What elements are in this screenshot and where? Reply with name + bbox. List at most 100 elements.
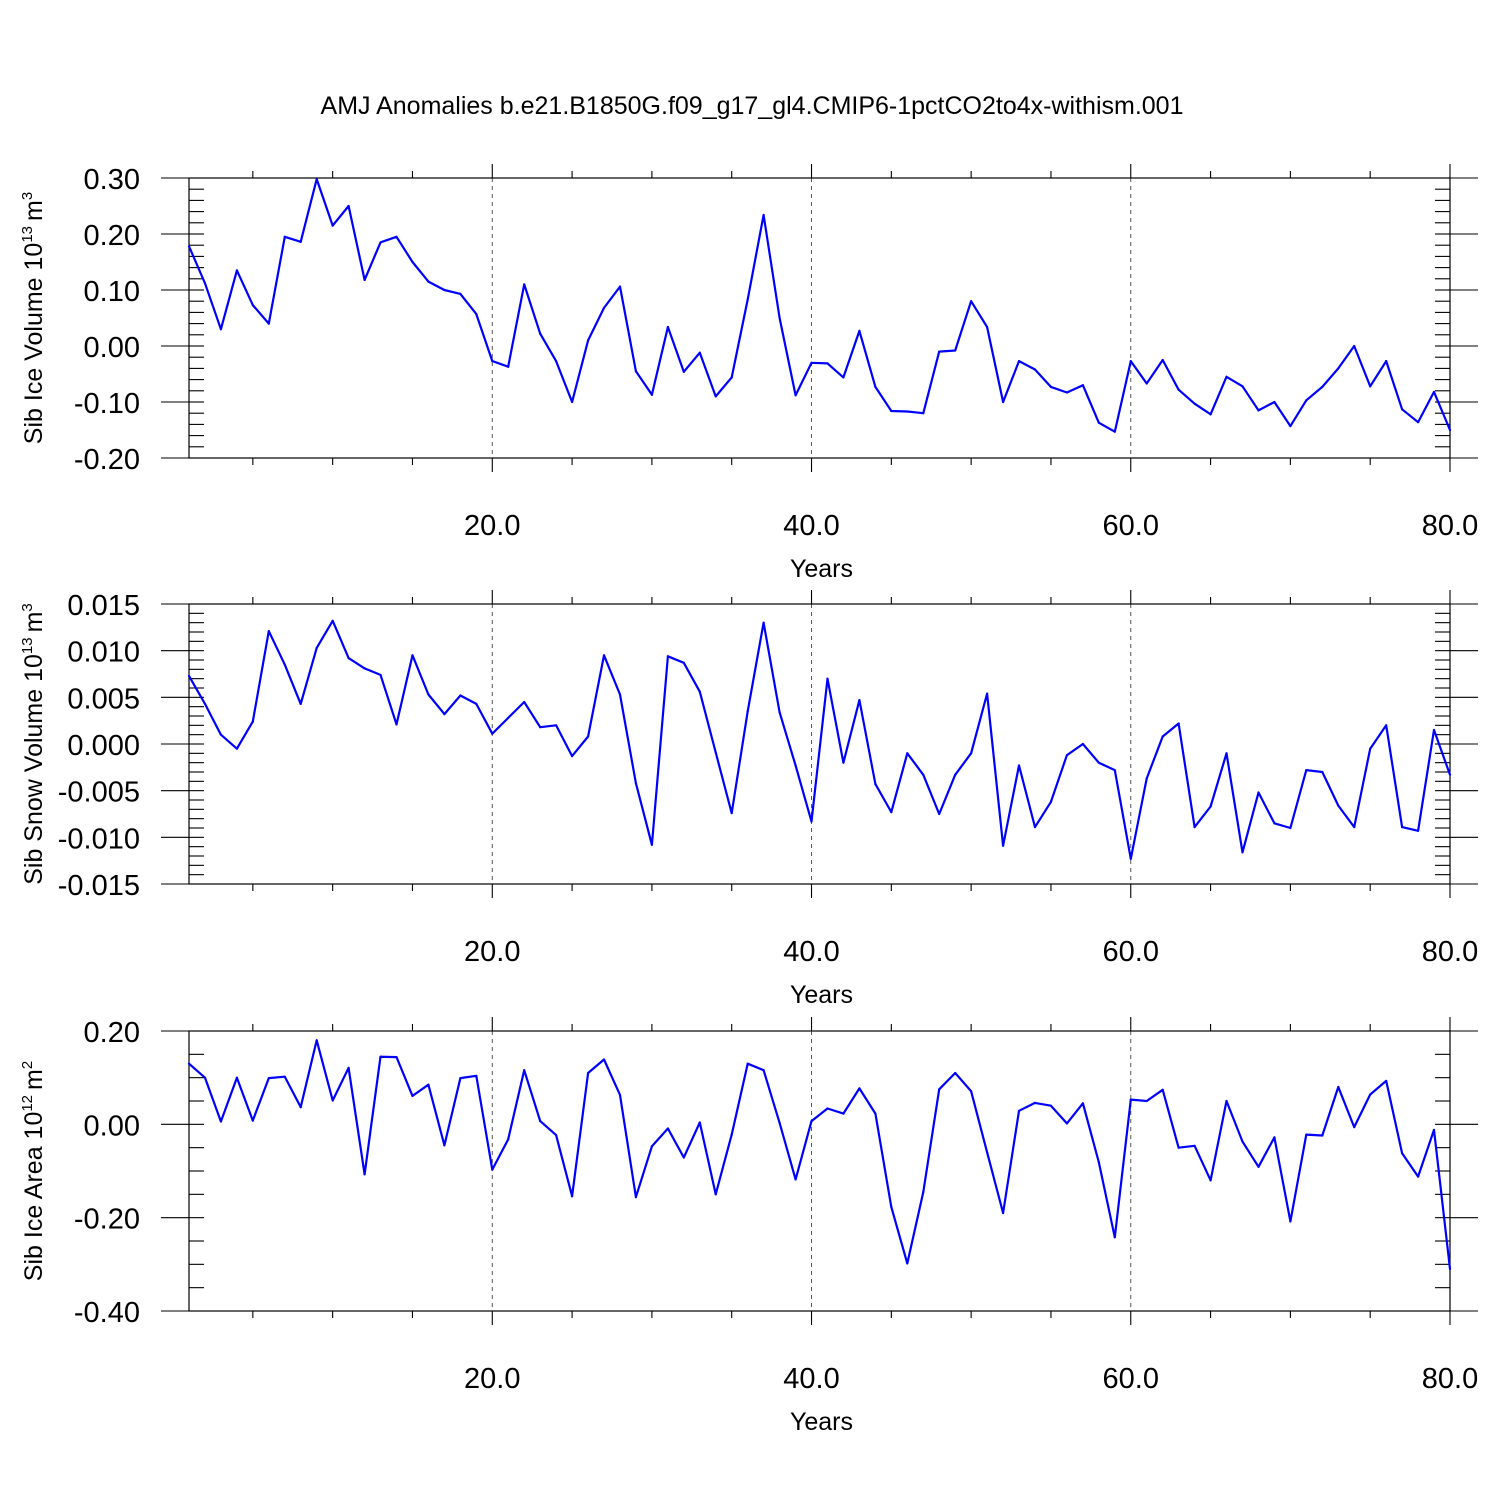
- chart1-series-0-point-44: [890, 811, 893, 814]
- chart0-series-0-point-1: [203, 282, 207, 285]
- chart1-ytick-label-6: -0.015: [58, 870, 140, 902]
- chart2-series-0-line: [188, 1039, 1452, 1270]
- chart2-series-0-point-65: [1225, 1099, 1228, 1103]
- chart0-series-0-point-31: [682, 370, 685, 373]
- chart2-ytick-label-0: 0.20: [84, 1017, 140, 1049]
- chart0-xtick-label-2: 60.0: [1103, 510, 1159, 542]
- chart0-series-0-point-57: [1097, 421, 1100, 424]
- chart2-ylabel-text: Sib Ice Area 10: [20, 1112, 48, 1282]
- chart0-series-0-point-14: [411, 260, 414, 264]
- chart0-series-0-point-28: [634, 370, 638, 373]
- chart2-series-0-point-20: [507, 1138, 510, 1141]
- chart2-ylabel-exp: 12: [19, 1095, 36, 1112]
- chart2-series-0-point-46: [922, 1190, 925, 1194]
- chart0-series-0-point-43: [874, 385, 877, 388]
- chart2-series-0-point-58: [1113, 1236, 1116, 1239]
- panel-sib-ice-volume: 20.0 40.0 60.0 80.0 0.30 0.20 0.10 0.00 -0.10 -0.…: [19, 164, 1478, 583]
- chart1-series-0-point-72: [1337, 804, 1340, 807]
- chart0-series-0-point-17: [459, 292, 462, 296]
- chart1-series-0-point-21: [523, 700, 526, 704]
- chart2-series-0-point-27: [618, 1093, 622, 1097]
- chart0-series-0-point-30: [666, 325, 669, 329]
- chart1-series-0-point-70: [1305, 769, 1308, 772]
- chart2-series-0-point-25: [586, 1071, 590, 1075]
- chart1-series-0-point-69: [1289, 826, 1292, 830]
- chart1-series-0-point-2: [219, 733, 223, 736]
- chart1-series-0-point-19: [491, 732, 494, 735]
- chart0-series-0-point-15: [427, 280, 430, 283]
- chart1-series-0-point-41: [842, 761, 845, 764]
- chart2-series-0-point-24: [570, 1195, 574, 1198]
- chart2-series-0-point-70: [1305, 1133, 1308, 1136]
- chart1-series-0-point-56: [1081, 742, 1084, 746]
- chart0-series-0-point-20: [507, 365, 510, 368]
- chart0-series-0-point-72: [1337, 367, 1340, 370]
- chart0-series-0-point-74: [1369, 385, 1372, 388]
- chart2-series-0-point-69: [1289, 1220, 1292, 1223]
- chart2-ytick-label-1: 0.00: [84, 1110, 140, 1142]
- chart2-series-0-point-59: [1129, 1098, 1132, 1101]
- chart0-series-0-point-49: [970, 300, 973, 303]
- chart0-ylabel-unit-exp: 3: [19, 192, 36, 200]
- chart2-series-0-point-63: [1193, 1144, 1196, 1147]
- chart1-series-0-point-54: [1049, 800, 1053, 803]
- chart2-series-0-point-0: [187, 1062, 191, 1065]
- chart2-series-0-point-3: [235, 1076, 238, 1079]
- chart0-series-0-point-6: [283, 235, 286, 238]
- chart1-ylabel-unit: m: [20, 612, 48, 633]
- chart0-series-0-point-44: [890, 409, 893, 413]
- chart2-series-0-point-74: [1369, 1093, 1372, 1096]
- chart1-series-0-point-67: [1257, 791, 1260, 794]
- chart1-series-0-point-79: [1448, 773, 1452, 776]
- chart1-ytick-label-4: -0.005: [58, 777, 140, 809]
- chart0-xlabel: Years: [790, 555, 853, 583]
- chart1-series-0-point-17: [459, 694, 462, 697]
- chart0-xtick-label-1: 40.0: [783, 510, 839, 542]
- chart1-series-0-point-28: [634, 782, 638, 785]
- chart0-series-0-point-18: [475, 312, 478, 316]
- chart0-series-0-point-21: [523, 283, 526, 286]
- chart2-ylabel-unit: m: [20, 1069, 48, 1090]
- chart2-series-0-point-71: [1321, 1134, 1324, 1137]
- chart1-series-0-point-64: [1209, 805, 1212, 808]
- chart1-series-0-point-76: [1401, 825, 1404, 829]
- chart1-series-0-point-49: [970, 752, 973, 755]
- chart0-series-0-point-29: [650, 393, 653, 396]
- chart1-series-0-point-62: [1177, 722, 1180, 725]
- chart1-series-0-point-33: [714, 751, 717, 754]
- chart1-series-0-point-3: [235, 747, 238, 750]
- chart0-series-0-point-60: [1145, 382, 1148, 385]
- chart1-series-0-point-12: [379, 673, 382, 677]
- chart0-series-0-point-12: [379, 241, 382, 244]
- chart2-series-0-point-67: [1257, 1165, 1260, 1168]
- chart2-series-0-point-31: [682, 1156, 685, 1159]
- chart1-series-0-point-78: [1432, 728, 1436, 732]
- chart2-series-0-point-53: [1033, 1101, 1037, 1104]
- chart1-series-0-point-45: [906, 752, 909, 755]
- chart2-series-0-point-72: [1337, 1085, 1340, 1089]
- chart2-series-0-point-66: [1241, 1140, 1244, 1143]
- chart2-series-0-point-36: [762, 1069, 765, 1072]
- chart2-series-0-point-8: [315, 1039, 318, 1042]
- chart2-series-0-point-48: [954, 1071, 957, 1075]
- chart0-series-0-point-46: [922, 412, 925, 415]
- chart0-series-0-point-16: [443, 288, 446, 292]
- chart2-series-0-point-19: [491, 1168, 494, 1171]
- chart0-series-0-point-73: [1353, 344, 1356, 348]
- chart1-series-0-point-6: [283, 663, 286, 666]
- chart0-frame: [188, 177, 1451, 459]
- chart0-ylabel-text: Sib Ice Volume 10: [20, 243, 48, 445]
- chart1-xtick-label-2: 60.0: [1103, 936, 1159, 968]
- chart2-series-0-point-61: [1161, 1088, 1164, 1091]
- chart2-series-0-point-35: [746, 1062, 749, 1065]
- chart2-series-0-point-50: [986, 1151, 989, 1154]
- chart1-series-0-point-63: [1193, 825, 1196, 829]
- chart0-series-0-point-66: [1241, 385, 1244, 388]
- chart1-series-0-point-65: [1225, 752, 1228, 755]
- chart1-series-0-point-0: [187, 674, 191, 677]
- chart2-series-0-point-26: [602, 1058, 606, 1061]
- chart1-series-0-point-61: [1161, 735, 1164, 738]
- chart0-xtick-label-0: 20.0: [464, 510, 520, 542]
- chart0-series-0-point-79: [1448, 428, 1452, 432]
- chart1-series-0-point-77: [1416, 829, 1420, 832]
